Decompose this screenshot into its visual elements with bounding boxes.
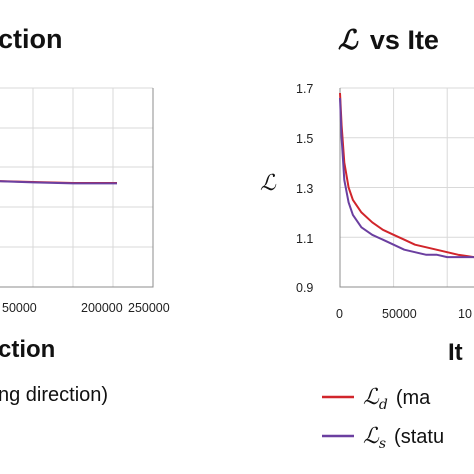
right-series-group (339, 92, 474, 259)
right-y-tick-label: 1.7 (296, 82, 313, 96)
right-y-tick-label: 1.3 (296, 182, 313, 196)
right-chart-panel: ℒ vs Ite 1.7 1.5 1.3 1.1 0.9 0 50000 10 … (260, 25, 474, 452)
legend-subscript: d (379, 397, 388, 413)
right-y-tick-label: 1.1 (296, 232, 313, 246)
left-x-tick-label: 200000 (81, 301, 123, 315)
legend-label: (ma (396, 387, 431, 409)
right-chart-title: ℒ vs Ite (338, 25, 439, 56)
right-legend: ℒd (ma ℒs (statu (322, 385, 444, 452)
legend-subscript: s (379, 436, 386, 452)
left-chart-title: ction (0, 24, 63, 54)
right-x-tick-label: 0 (336, 307, 343, 321)
left-chart-grid (0, 87, 153, 287)
left-x-tick-label: 250000 (128, 301, 170, 315)
left-x-tick-label: 50000 (2, 301, 37, 315)
legend-label: (statu (394, 426, 444, 448)
title-loss-symbol: ℒ (338, 25, 359, 56)
right-y-axis-label: ℒ (260, 171, 277, 196)
right-y-tick-label: 1.5 (296, 132, 313, 146)
left-plot-frame (0, 88, 154, 288)
right-x-tick-label: 10 (458, 307, 472, 321)
right-x-axis-label: It (448, 339, 463, 366)
left-series-group (0, 180, 117, 185)
left-legend-text: ng direction) (0, 384, 108, 406)
right-series-line-1 (339, 97, 474, 259)
right-plot-frame (339, 88, 474, 288)
right-x-tick-label: 50000 (382, 307, 417, 321)
right-y-tick-label: 0.9 (296, 281, 313, 295)
left-chart-panel: ction 50000 200000 250000 ction ng direc… (0, 24, 170, 406)
left-series-line-1 (0, 180, 117, 185)
legend-entry-ls: ℒs (statu (363, 424, 444, 452)
legend-symbol: ℒ (363, 424, 380, 449)
title-text: vs Ite (370, 25, 439, 55)
legend-entry-ld: ℒd (ma (363, 385, 431, 413)
legend-symbol: ℒ (363, 385, 380, 410)
left-x-axis-label: ction (0, 336, 55, 363)
right-series-line-0 (339, 92, 474, 259)
